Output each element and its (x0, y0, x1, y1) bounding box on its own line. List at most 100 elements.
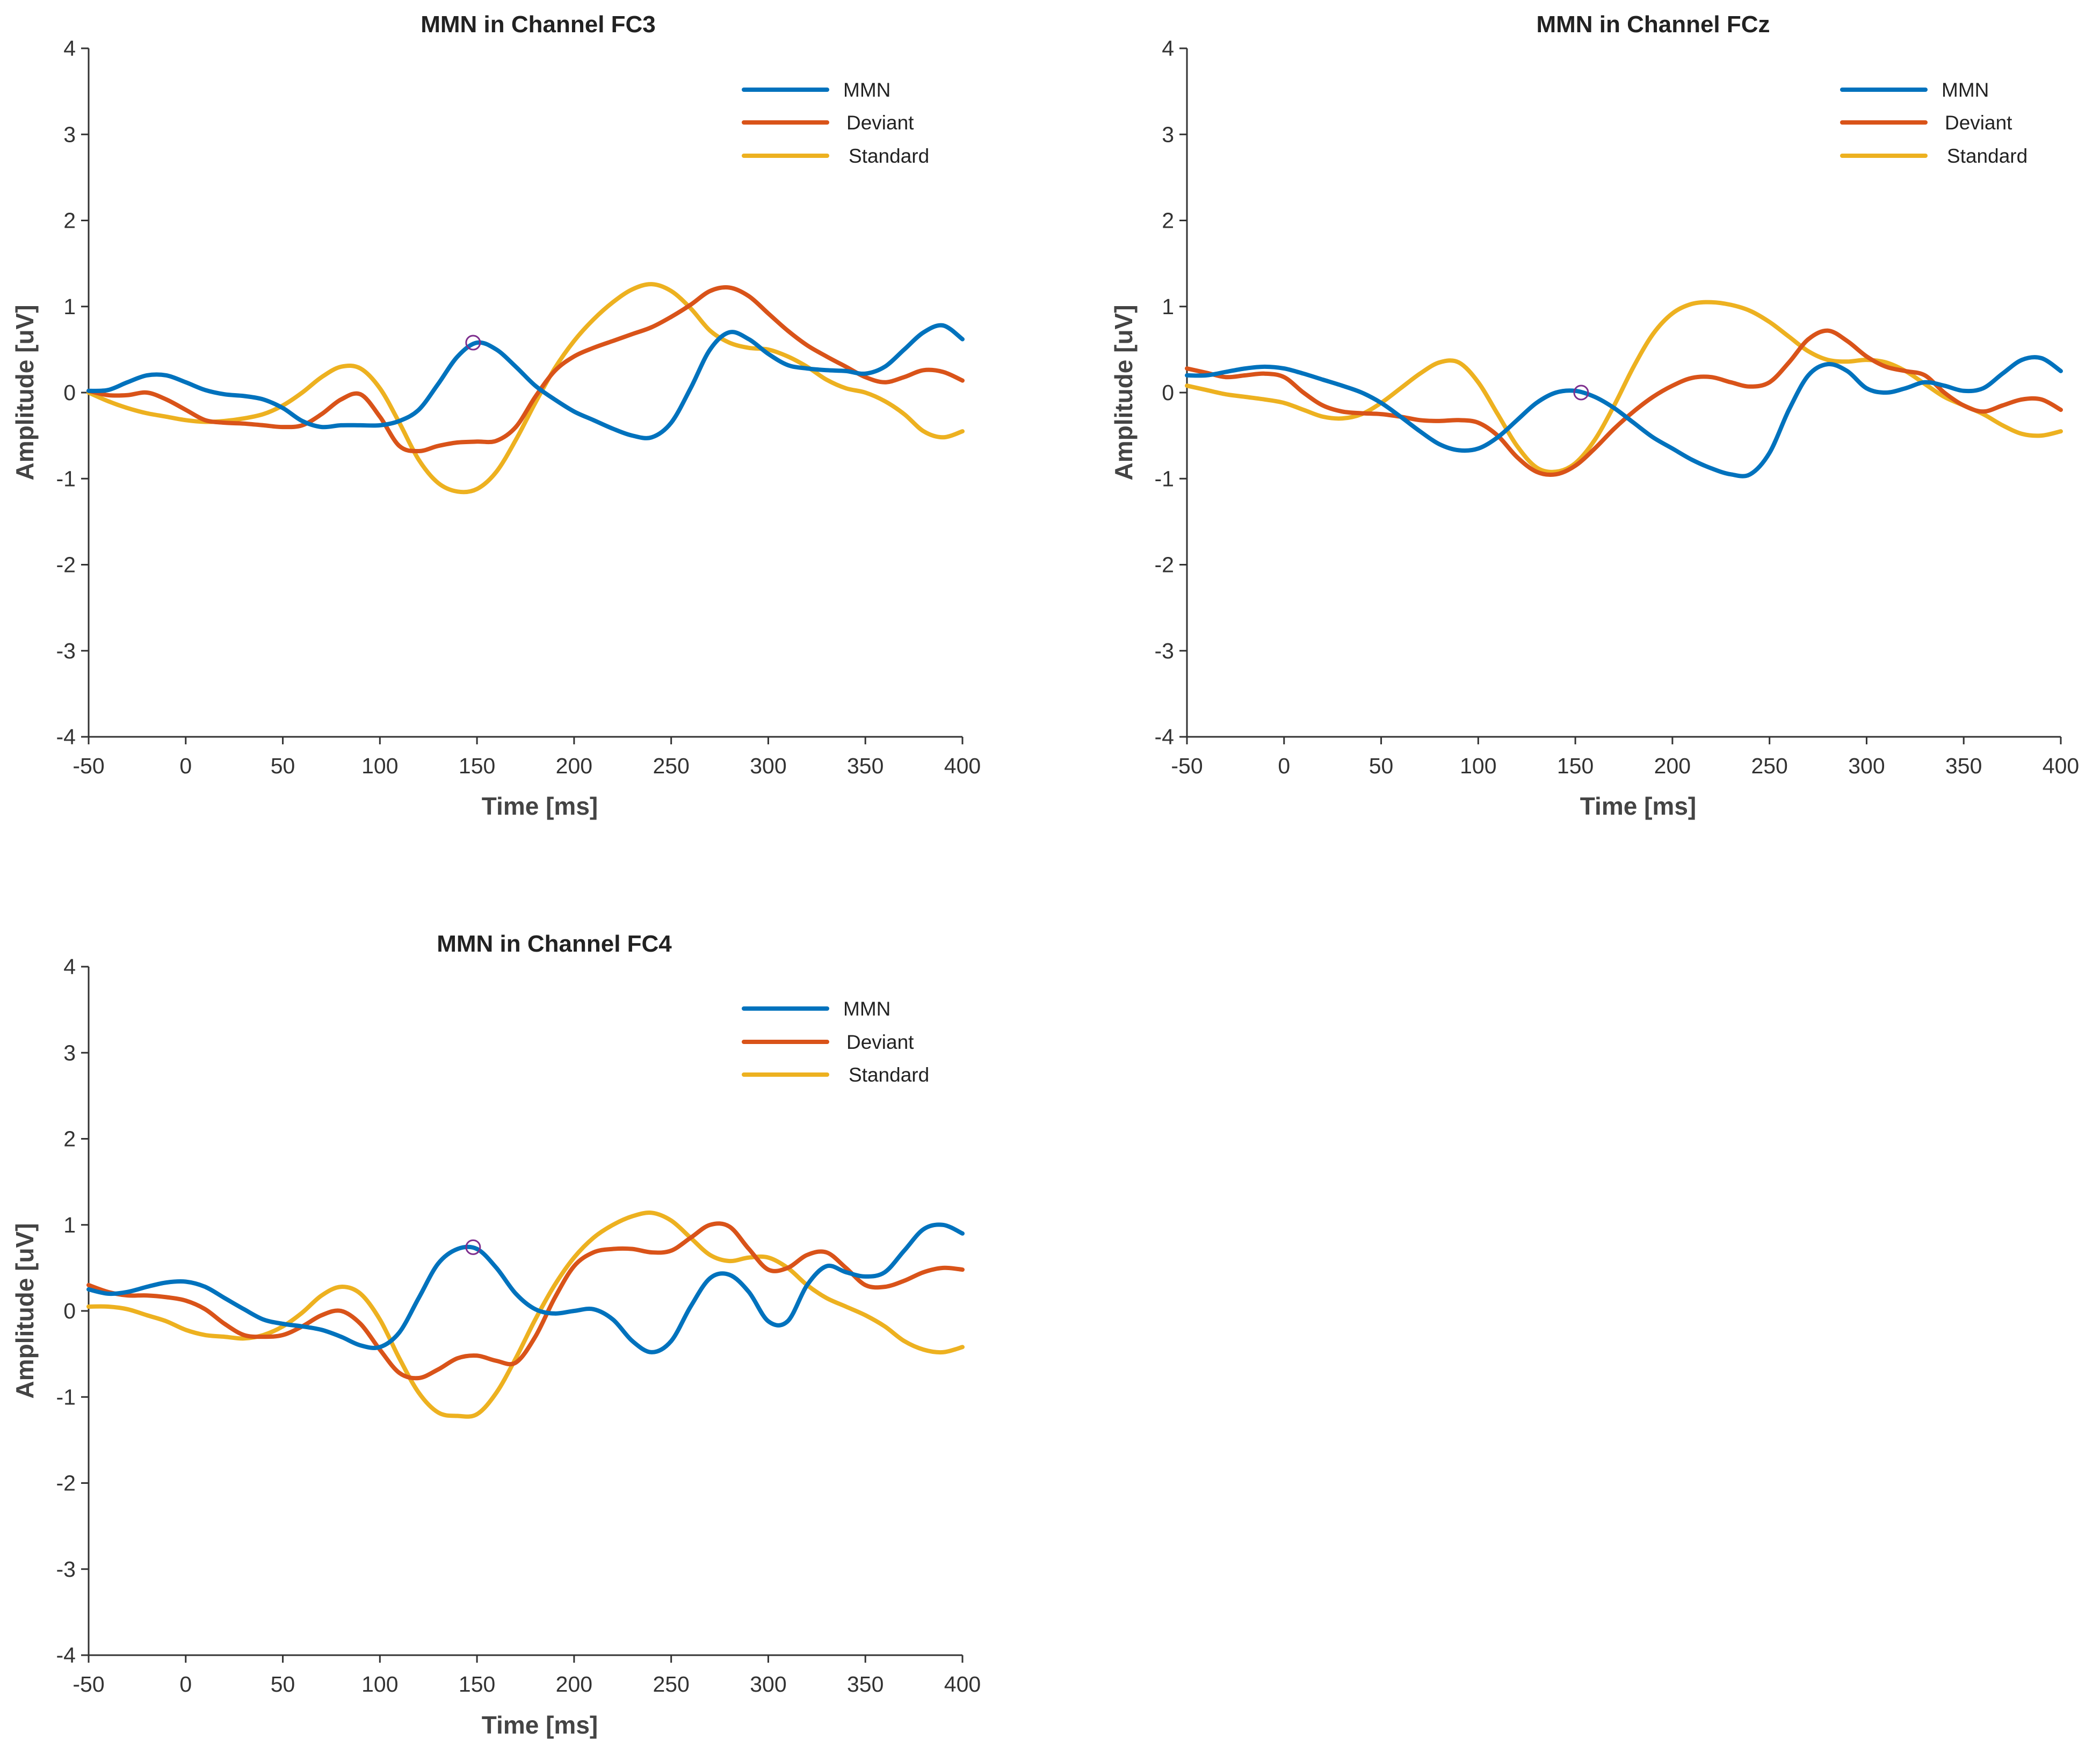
y-tick-label: -4 (56, 724, 76, 749)
legend-label-standard: Standard (849, 1064, 929, 1086)
y-tick-label: 3 (1162, 122, 1174, 147)
chart-panel-fcz: MMN in Channel FCz -4 -3 -2 -1 0 1 2 3 4 -50 0 50 1… (1110, 11, 2079, 820)
x-tick-label: 350 (1945, 753, 1982, 778)
series-line-deviant (86, 1221, 965, 1381)
y-axis-label: Amplitude [uV] (11, 305, 39, 480)
x-tick-label: 200 (556, 1672, 592, 1697)
y-tick-label: 3 (63, 122, 76, 147)
x-tick-label: -50 (73, 1672, 104, 1697)
y-tick-label: 0 (63, 380, 76, 405)
x-tick-label: -50 (1171, 753, 1203, 778)
x-tick-label: 300 (750, 1672, 786, 1697)
x-tick-label: 250 (653, 753, 689, 778)
legend-label-deviant: Deviant (846, 1031, 914, 1053)
x-tick-label: 150 (1557, 753, 1594, 778)
y-tick-label: -3 (56, 639, 76, 663)
peak-marker (1573, 385, 1589, 401)
series-group (86, 1210, 965, 1419)
legend-label-mmn: MMN (1942, 79, 1989, 101)
chart-panel-fc4: MMN in Channel FC4 -4 -3 -2 -1 0 1 2 3 4 -50 0 50 1… (11, 931, 981, 1739)
x-tick-group: -50 0 50 100 150 200 250 300 350 400 (73, 737, 981, 778)
chart-title: MMN in Channel FCz (1536, 11, 1770, 38)
legend-label-deviant: Deviant (846, 112, 914, 134)
y-tick-label: -4 (1155, 724, 1174, 749)
x-tick-label: 350 (847, 1672, 884, 1697)
series-line-standard (86, 1210, 965, 1419)
x-tick-label: 300 (750, 753, 786, 778)
y-axis-label: Amplitude [uV] (11, 1223, 39, 1398)
series-group (86, 282, 965, 495)
y-tick-label: 0 (63, 1299, 76, 1323)
series-line-deviant (86, 285, 965, 454)
y-tick-label: -3 (1155, 639, 1174, 663)
x-tick-label: 0 (179, 753, 192, 778)
x-tick-label: 50 (1369, 753, 1394, 778)
y-tick-label: 4 (63, 954, 76, 979)
series-line-mmn (1185, 355, 2063, 479)
x-tick-label: 400 (944, 753, 981, 778)
x-tick-label: 250 (1751, 753, 1787, 778)
legend: MMN Deviant Standard (742, 998, 929, 1086)
x-tick-label: 100 (361, 753, 398, 778)
legend: MMN Deviant Standard (1840, 79, 2027, 167)
series-line-deviant (1185, 328, 2063, 477)
x-axis-label: Time [ms] (1580, 792, 1696, 820)
series-group (1185, 300, 2063, 479)
chart-title: MMN in Channel FC3 (421, 11, 656, 38)
marker-group (1573, 385, 1589, 401)
series-line-mmn (86, 1222, 965, 1354)
legend-label-standard: Standard (849, 145, 929, 167)
y-tick-label: 2 (63, 1127, 76, 1151)
y-tick-label: -3 (56, 1557, 76, 1582)
x-tick-label: 200 (556, 753, 592, 778)
x-tick-label: 350 (847, 753, 884, 778)
y-tick-label: -2 (1155, 553, 1174, 577)
x-tick-group: -50 0 50 100 150 200 250 300 350 400 (1171, 737, 2079, 778)
y-tick-group: -4 -3 -2 -1 0 1 2 3 4 (1155, 36, 1187, 749)
x-tick-label: 50 (271, 1672, 295, 1697)
y-tick-label: 1 (63, 294, 76, 319)
x-tick-label: 50 (271, 753, 295, 778)
y-tick-group: -4 -3 -2 -1 0 1 2 3 4 (56, 36, 89, 749)
legend-label-mmn: MMN (843, 998, 890, 1020)
y-tick-label: -2 (56, 1471, 76, 1496)
y-tick-label: 4 (1162, 36, 1174, 61)
y-tick-label: -1 (56, 1384, 76, 1409)
x-tick-label: 400 (944, 1672, 981, 1697)
y-tick-label: 4 (63, 36, 76, 61)
y-tick-label: 0 (1162, 380, 1174, 405)
y-tick-label: 1 (1162, 294, 1174, 319)
y-tick-label: 2 (63, 208, 76, 233)
x-tick-label: 250 (653, 1672, 689, 1697)
series-line-standard (86, 282, 965, 495)
x-tick-label: 150 (459, 1672, 495, 1697)
peak-marker (465, 1239, 481, 1255)
y-tick-label: 3 (63, 1040, 76, 1065)
x-tick-label: 0 (179, 1672, 192, 1697)
chart-panel-fc3: MMN in Channel FC3 -4 -3 -2 -1 0 1 2 3 4 -50 0 50 1… (11, 11, 981, 820)
legend-label-mmn: MMN (843, 79, 890, 101)
series-line-mmn (86, 323, 965, 440)
y-tick-label: -2 (56, 553, 76, 577)
legend-label-deviant: Deviant (1945, 112, 2012, 134)
marker-group (465, 335, 481, 351)
y-tick-label: -1 (1155, 466, 1174, 491)
x-axis-label: Time [ms] (482, 792, 598, 820)
y-tick-label: -1 (56, 466, 76, 491)
legend-label-standard: Standard (1947, 145, 2027, 167)
y-tick-label: -4 (56, 1643, 76, 1668)
x-tick-label: 100 (361, 1672, 398, 1697)
legend: MMN Deviant Standard (742, 79, 929, 167)
chart-title: MMN in Channel FC4 (437, 931, 672, 957)
peak-marker (465, 335, 481, 351)
y-tick-group: -4 -3 -2 -1 0 1 2 3 4 (56, 954, 89, 1668)
x-tick-label: 150 (459, 753, 495, 778)
x-axis-label: Time [ms] (482, 1711, 598, 1739)
y-tick-label: 1 (63, 1213, 76, 1237)
x-tick-label: 0 (1278, 753, 1290, 778)
y-tick-label: 2 (1162, 208, 1174, 233)
y-axis-label: Amplitude [uV] (1110, 305, 1138, 480)
x-tick-label: 400 (2043, 753, 2079, 778)
x-tick-label: -50 (73, 753, 104, 778)
